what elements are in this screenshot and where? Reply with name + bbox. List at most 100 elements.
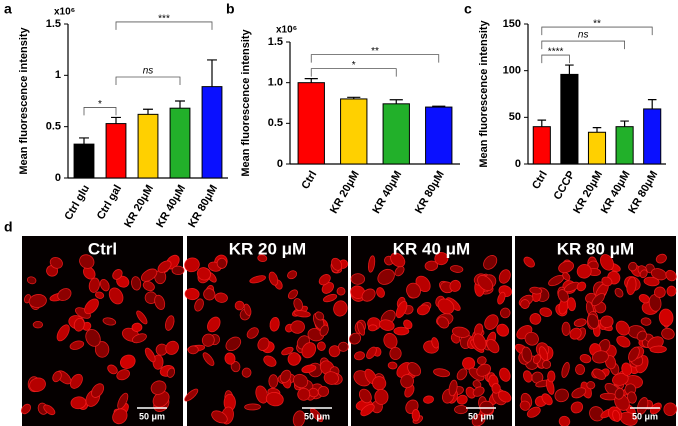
x-tick-label: KR 40μM xyxy=(154,183,188,230)
cell xyxy=(437,316,450,329)
cell xyxy=(361,288,376,302)
cell xyxy=(73,317,85,332)
cell xyxy=(367,255,376,273)
error-bar xyxy=(537,119,547,127)
cell xyxy=(387,361,398,370)
cell xyxy=(449,279,461,292)
cell xyxy=(319,324,329,337)
cell xyxy=(539,307,553,317)
cell xyxy=(52,371,62,383)
image-title: KR 80 μM xyxy=(557,239,634,258)
cell xyxy=(171,265,185,275)
cell xyxy=(547,370,556,383)
cell xyxy=(424,260,439,272)
cell xyxy=(450,265,464,273)
cell xyxy=(287,270,298,280)
cell xyxy=(611,373,629,386)
image-title: KR 40 μM xyxy=(393,239,470,258)
cell xyxy=(154,294,166,310)
cell xyxy=(655,253,667,264)
bar xyxy=(643,108,662,165)
cell xyxy=(665,269,677,282)
cell xyxy=(140,268,158,282)
cell xyxy=(587,313,600,329)
image-title: KR 20 μM xyxy=(229,239,306,258)
cell xyxy=(416,304,430,316)
cell xyxy=(589,406,605,422)
significance-label: * xyxy=(352,60,356,71)
cell xyxy=(112,408,128,425)
cell xyxy=(241,367,252,378)
cell xyxy=(586,381,596,390)
significance-label: **** xyxy=(548,47,564,58)
error-bar xyxy=(304,78,318,83)
cell xyxy=(523,370,533,383)
cell xyxy=(49,257,63,269)
cell xyxy=(331,257,343,271)
cell xyxy=(491,383,501,394)
cell xyxy=(434,251,449,266)
x-tick-label: CCCP xyxy=(552,169,578,202)
significance-label: ** xyxy=(371,46,379,57)
cell xyxy=(131,333,147,344)
y-tick-label: 0 xyxy=(55,172,61,184)
cell xyxy=(390,252,406,268)
significance-bracket xyxy=(541,26,653,36)
bar xyxy=(560,73,579,165)
cell xyxy=(374,389,389,405)
cell xyxy=(94,291,105,299)
cell xyxy=(497,291,506,305)
cell xyxy=(144,347,156,363)
y-multiplier: x10⁶ xyxy=(276,25,297,36)
cell xyxy=(576,264,592,279)
microscopy-image: Ctrl 50 μm xyxy=(20,236,185,426)
cell xyxy=(257,254,268,262)
cell xyxy=(263,355,277,367)
cell xyxy=(636,330,648,342)
cell xyxy=(20,403,32,415)
cell xyxy=(202,352,215,366)
cell xyxy=(131,276,142,291)
cell xyxy=(377,268,395,285)
cell xyxy=(393,326,410,336)
cell xyxy=(524,331,539,346)
cell xyxy=(333,300,348,317)
cell xyxy=(661,327,675,340)
microscopy-image: KR 20 μM 50 μm xyxy=(184,236,349,426)
error-bar xyxy=(389,99,403,104)
cell xyxy=(395,300,408,319)
cell xyxy=(257,337,270,351)
bar xyxy=(73,143,95,179)
y-tick-label: 1.5 xyxy=(268,36,283,48)
y-tick-label: 0.5 xyxy=(46,121,61,133)
cell xyxy=(621,362,632,376)
cell xyxy=(561,321,571,336)
cell xyxy=(472,386,485,397)
cell xyxy=(269,316,280,332)
y-tick-label: 1.0 xyxy=(268,77,283,89)
cell xyxy=(367,324,378,332)
bar xyxy=(137,113,159,179)
cell xyxy=(570,401,584,414)
cell xyxy=(211,410,228,424)
cell xyxy=(287,289,298,300)
cell xyxy=(639,269,648,279)
cell xyxy=(462,357,476,370)
cell xyxy=(336,287,346,296)
cell xyxy=(541,360,552,369)
cell xyxy=(255,385,269,404)
y-tick-label: 1.5 xyxy=(46,18,61,30)
cell xyxy=(142,280,155,292)
cell xyxy=(573,318,587,327)
significance-label: * xyxy=(98,99,102,110)
cell xyxy=(454,405,468,415)
significance-bracket xyxy=(115,21,213,30)
cell xyxy=(32,321,44,329)
cell xyxy=(557,289,569,303)
significance-bracket xyxy=(310,68,397,77)
cell xyxy=(576,281,587,292)
cell xyxy=(184,388,199,402)
cell xyxy=(394,265,405,277)
cell xyxy=(281,346,294,356)
cell xyxy=(520,299,530,309)
